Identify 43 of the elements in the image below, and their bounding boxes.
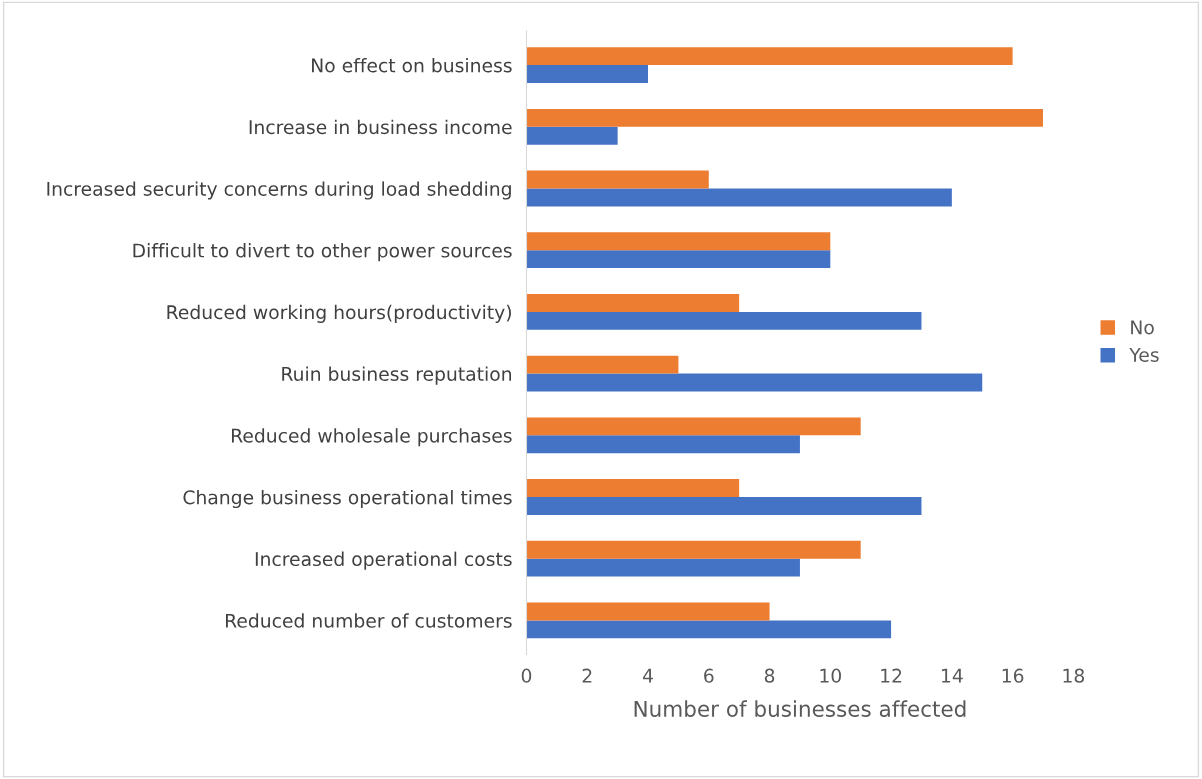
bar	[526, 417, 861, 436]
y-tick-label: Reduced number of customers	[225, 613, 512, 628]
bar	[526, 355, 679, 374]
bar	[526, 479, 740, 498]
bar	[526, 108, 1043, 127]
x-tick-label: 2	[582, 668, 592, 683]
bar	[526, 602, 770, 621]
x-tick-label: 14	[941, 668, 963, 683]
bar	[526, 126, 618, 145]
y-tick-label: Reduced wholesale purchases	[231, 428, 512, 447]
y-tick-label: Reduced working hours(productivity)	[167, 304, 511, 323]
y-tick-label: No effect on business	[312, 57, 512, 73]
y-tick-label: Increased operational costs	[255, 551, 512, 570]
bar	[526, 497, 922, 515]
bar	[526, 373, 983, 392]
bar	[526, 170, 709, 189]
x-tick-label: 12	[881, 668, 902, 683]
bar	[526, 540, 861, 559]
y-tick-label: Ruin business reputation	[282, 366, 511, 385]
y-tick-label: Increased security concerns during load shedding	[47, 181, 511, 200]
x-tick-label: 0	[521, 668, 532, 683]
y-tick-label: Difficult to divert to other power sources	[133, 243, 512, 262]
bar	[526, 250, 831, 269]
bar	[526, 294, 740, 312]
x-tick-label: 10	[820, 668, 841, 683]
x-tick-label: 18	[1063, 668, 1085, 683]
x-axis-title: Number of businesses affected	[634, 700, 966, 717]
bar	[526, 435, 800, 454]
x-tick-label: 6	[704, 668, 714, 683]
x-tick-label: 16	[1002, 668, 1024, 683]
y-tick-label: Increase in business income	[249, 119, 512, 135]
x-tick-label: 4	[642, 668, 653, 683]
bar	[526, 558, 800, 577]
bar	[526, 620, 892, 639]
bar	[526, 65, 649, 83]
bar	[526, 311, 922, 330]
legend-label: No	[1131, 320, 1154, 335]
bar	[526, 188, 952, 207]
bar	[526, 47, 1013, 66]
x-tick-label: 8	[764, 668, 775, 683]
y-tick-label: Change business operational times	[183, 489, 512, 509]
bar	[526, 232, 831, 251]
legend-label: Yes	[1129, 348, 1159, 362]
